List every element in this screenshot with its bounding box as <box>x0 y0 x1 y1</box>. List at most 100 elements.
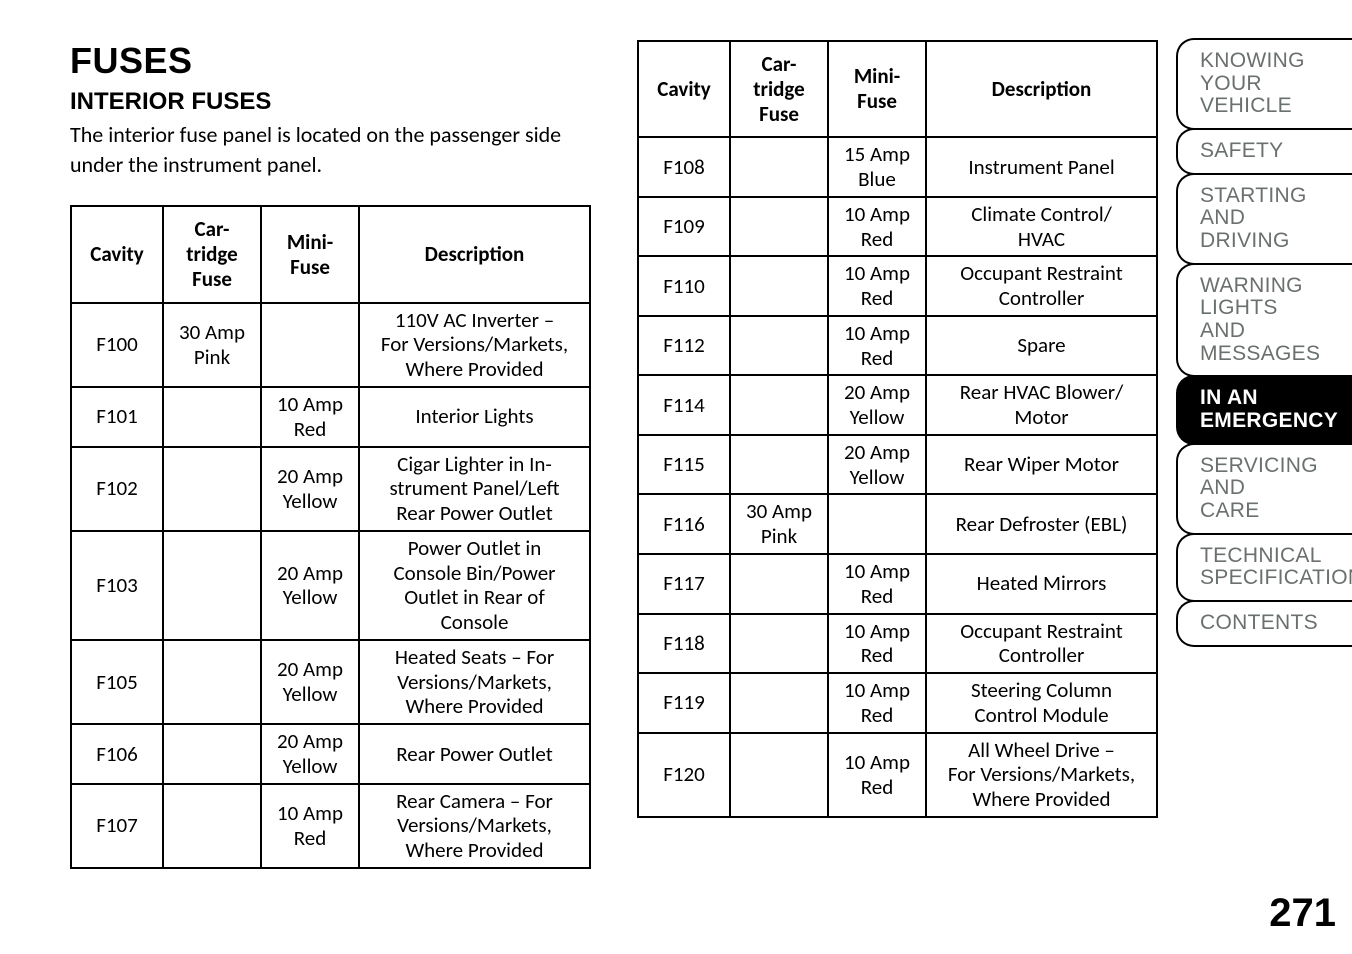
table-cell <box>828 494 926 554</box>
table-row: F12010 AmpRedAll Wheel Drive –For Versio… <box>638 733 1157 817</box>
table-cell: 20 AmpYellow <box>261 531 359 640</box>
table-row: F118 10 AmpRedOccupant RestraintControlle… <box>638 614 1157 674</box>
col-cartridge: Car-tridgeFuse <box>163 206 261 302</box>
table-row: F106 20 AmpYellowRear Power Outlet <box>71 724 590 784</box>
table-row: F108 15 AmpBlueInstrument Panel <box>638 137 1157 197</box>
table-cell: F117 <box>638 554 730 614</box>
table-cell <box>730 137 828 197</box>
table-cell: 30 AmpPink <box>730 494 828 554</box>
table-cell: F107 <box>71 784 163 868</box>
table-cell: 20 AmpYellow <box>261 724 359 784</box>
table-cell: Cigar Lighter in In-strument Panel/LeftR… <box>359 447 590 531</box>
table-cell: F109 <box>638 197 730 257</box>
table-cell <box>730 614 828 674</box>
table-cell <box>730 554 828 614</box>
table-cell: Spare <box>926 316 1157 376</box>
table-cell: 15 AmpBlue <box>828 137 926 197</box>
table-cell: F110 <box>638 256 730 316</box>
table-row: F11630 AmpPink Rear Defroster (EBL) <box>638 494 1157 554</box>
table-row: F10320 AmpYellowPower Outlet inConsole B… <box>71 531 590 640</box>
table-row: F11910 AmpRedSteering ColumnControl Modu… <box>638 673 1157 733</box>
table-cell: F114 <box>638 375 730 435</box>
col-mini: Mini-Fuse <box>261 206 359 302</box>
table-cell: 10 AmpRed <box>828 614 926 674</box>
table-cell: 20 AmpYellow <box>828 435 926 495</box>
table-cell: F119 <box>638 673 730 733</box>
table-row: F110 10 AmpRedOccupant RestraintControlle… <box>638 256 1157 316</box>
table-cell: 10 AmpRed <box>828 197 926 257</box>
table-cell: Heated Mirrors <box>926 554 1157 614</box>
table-cell <box>730 256 828 316</box>
table-cell: 10 AmpRed <box>261 387 359 447</box>
section-tab[interactable]: SAFETY <box>1176 128 1352 175</box>
section-tab[interactable]: CONTENTS <box>1176 600 1352 647</box>
table-cell: Steering ColumnControl Module <box>926 673 1157 733</box>
page: FUSES INTERIOR FUSES The interior fuse p… <box>0 0 1352 954</box>
table-row: F10030 AmpPink110V AC Inverter –For Vers… <box>71 303 590 387</box>
table-cell: F108 <box>638 137 730 197</box>
fuse-table-left: Cavity Car-tridgeFuse Mini-Fuse Descript… <box>70 205 591 869</box>
table-cell: 110V AC Inverter –For Versions/Markets,W… <box>359 303 590 387</box>
table-cell: 10 AmpRed <box>828 554 926 614</box>
table-cell: F116 <box>638 494 730 554</box>
table-cell: 20 AmpYellow <box>261 447 359 531</box>
table-row: F10220 AmpYellowCigar Lighter in In-stru… <box>71 447 590 531</box>
table-cell: 20 AmpYellow <box>261 640 359 724</box>
table-row: F11520 AmpYellowRear Wiper Motor <box>638 435 1157 495</box>
table-cell: Instrument Panel <box>926 137 1157 197</box>
table-cell <box>730 375 828 435</box>
table-cell: 10 AmpRed <box>261 784 359 868</box>
table-row: F112 10 AmpRedSpare <box>638 316 1157 376</box>
table-cell <box>163 640 261 724</box>
table-cell: Rear Wiper Motor <box>926 435 1157 495</box>
table-row: F114 20 AmpYellowRear HVAC Blower/Motor <box>638 375 1157 435</box>
left-column: FUSES INTERIOR FUSES The interior fuse p… <box>70 40 591 869</box>
table-header-row: Cavity Car-tridgeFuse Mini-Fuse Descript… <box>71 206 590 302</box>
table-cell: Rear Defroster (EBL) <box>926 494 1157 554</box>
table-cell: F100 <box>71 303 163 387</box>
table-cell: F120 <box>638 733 730 817</box>
col-cartridge: Car-tridgeFuse <box>730 41 828 137</box>
table-row: F117 10 AmpRedHeated Mirrors <box>638 554 1157 614</box>
col-cavity: Cavity <box>71 206 163 302</box>
table-cell: Occupant RestraintController <box>926 614 1157 674</box>
table-cell: 10 AmpRed <box>828 256 926 316</box>
table-row: F107 10 AmpRedRear Camera – ForVersions/M… <box>71 784 590 868</box>
table-cell <box>163 724 261 784</box>
table-cell: Rear Power Outlet <box>359 724 590 784</box>
col-description: Description <box>926 41 1157 137</box>
table-cell: 10 AmpRed <box>828 316 926 376</box>
table-cell <box>730 673 828 733</box>
intro-text: The interior fuse panel is located on th… <box>70 120 591 179</box>
col-description: Description <box>359 206 590 302</box>
table-header-row: Cavity Car-tridgeFuse Mini-Fuse Descript… <box>638 41 1157 137</box>
section-tab[interactable]: WARNINGLIGHTSANDMESSAGES <box>1176 263 1352 378</box>
section-tab[interactable]: KNOWINGYOURVEHICLE <box>1176 38 1352 130</box>
table-cell: Rear HVAC Blower/Motor <box>926 375 1157 435</box>
table-cell: F101 <box>71 387 163 447</box>
fuse-table-right: Cavity Car-tridgeFuse Mini-Fuse Descript… <box>637 40 1158 818</box>
table-cell <box>730 316 828 376</box>
table-cell: F112 <box>638 316 730 376</box>
table-cell: F103 <box>71 531 163 640</box>
section-tab[interactable]: STARTINGANDDRIVING <box>1176 173 1352 265</box>
col-cavity: Cavity <box>638 41 730 137</box>
section-tab[interactable]: SERVICINGANDCARE <box>1176 443 1352 535</box>
table-cell: F106 <box>71 724 163 784</box>
table-cell: F105 <box>71 640 163 724</box>
section-title: INTERIOR FUSES <box>70 88 591 116</box>
section-tab[interactable]: IN ANEMERGENCY <box>1176 375 1352 444</box>
table-cell: F118 <box>638 614 730 674</box>
table-row: F105 20 AmpYellowHeated Seats – ForVersio… <box>71 640 590 724</box>
table-cell <box>163 784 261 868</box>
table-cell: Heated Seats – ForVersions/Markets,Where… <box>359 640 590 724</box>
table-cell <box>730 733 828 817</box>
table-cell <box>730 197 828 257</box>
table-cell <box>163 387 261 447</box>
table-cell: 20 AmpYellow <box>828 375 926 435</box>
table-cell <box>261 303 359 387</box>
section-tab[interactable]: TECHNICALSPECIFICATIONS <box>1176 533 1352 602</box>
table-cell: Rear Camera – ForVersions/Markets,Where … <box>359 784 590 868</box>
table-cell <box>730 435 828 495</box>
table-cell: Occupant RestraintController <box>926 256 1157 316</box>
